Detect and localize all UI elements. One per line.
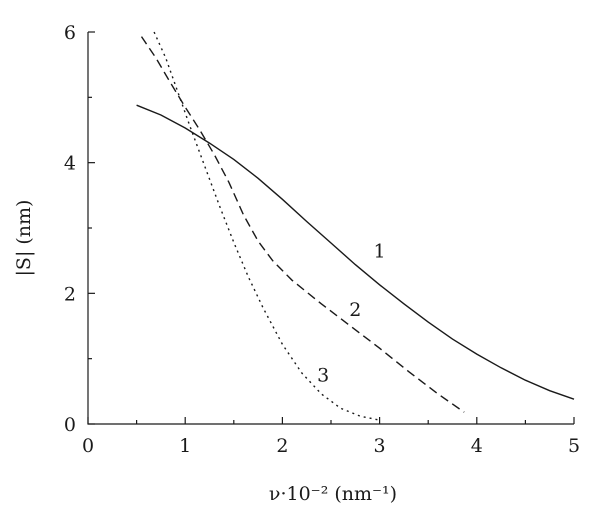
x-tick-label: 1 [179,435,191,457]
x-axis-label: ν·10⁻² (nm⁻¹) [269,483,397,505]
y-axis-label: |S| (nm) [13,200,35,277]
y-tick-label: 4 [64,153,76,175]
series-line-2 [140,36,465,413]
x-tick-label: 2 [276,435,288,457]
x-tick-label: 5 [568,435,580,457]
y-tick-label: 6 [64,22,76,44]
series-line-3 [153,31,380,421]
x-tick-label: 3 [374,435,386,457]
x-tick-label: 0 [82,435,94,457]
series-line-1 [136,104,575,400]
x-tick-label: 4 [471,435,483,457]
axis-frame [87,32,574,425]
series-label-1: 1 [374,240,386,262]
series-label-3: 3 [317,365,329,387]
axes: 0 1 2 3 4 5 0 2 4 6 [64,22,580,457]
series-labels: 1 2 3 [317,240,385,386]
y-tick-label: 0 [64,414,76,436]
y-tick-label: 2 [64,283,76,305]
series-label-2: 2 [349,299,361,321]
series-lines [136,31,575,421]
